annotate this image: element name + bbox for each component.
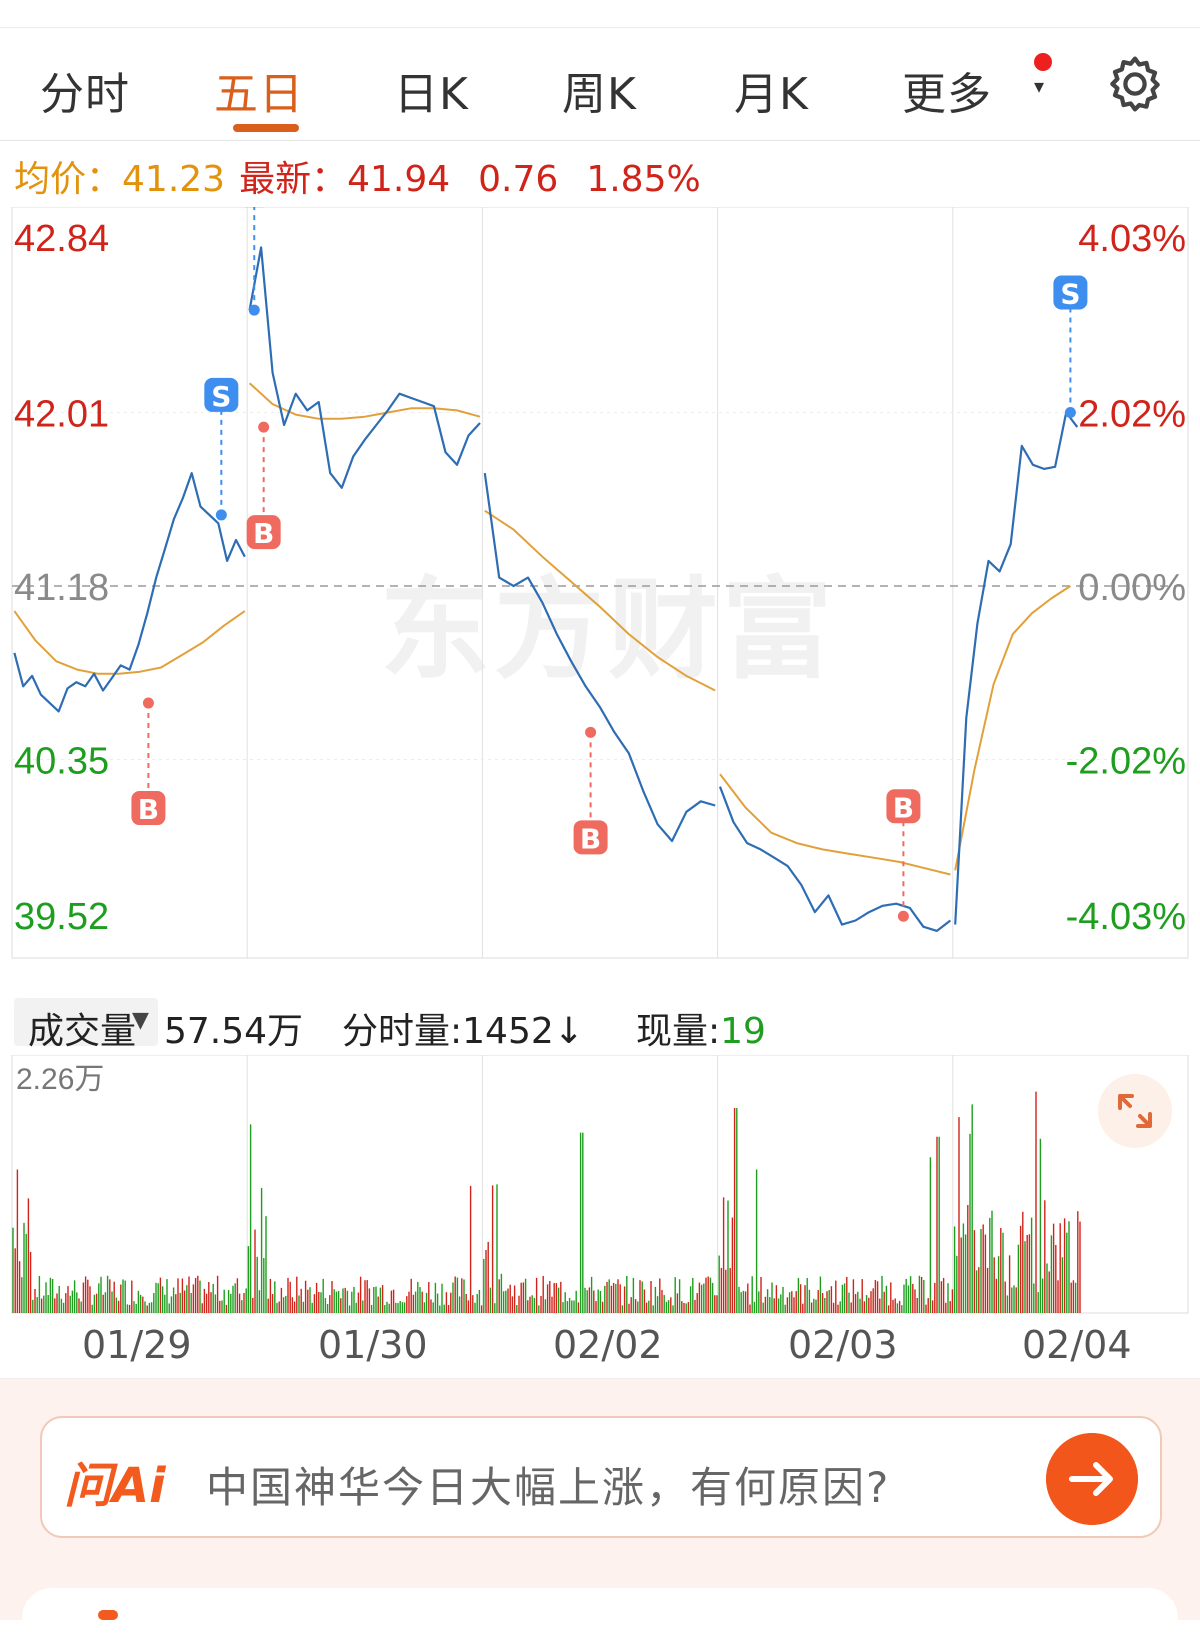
ask-ai-logo: 问Ai (64, 1446, 166, 1516)
tab-monthly-k[interactable]: 月K (734, 58, 809, 122)
price-line (955, 413, 1077, 925)
expand-chart-icon[interactable] (1098, 1074, 1172, 1148)
dropdown-caret-icon: ▼ (132, 1008, 149, 1033)
top-divider (0, 27, 1200, 28)
trade-marker-dot (585, 727, 596, 738)
tab-more[interactable]: 更多 (902, 58, 992, 122)
avg-price-line (485, 511, 715, 691)
avg-price-line (250, 383, 480, 419)
tab-intraday[interactable]: 分时 (40, 58, 130, 122)
trade-marker-dot (258, 422, 269, 433)
price-change: 0.76 (478, 159, 558, 200)
quote-summary: 均价：41.23 最新：41.94 0.76 1.85% (14, 150, 701, 202)
notification-dot (1034, 53, 1052, 71)
current-volume-value: 19 (720, 1011, 766, 1052)
avg-price-line (955, 586, 1070, 870)
date-label-0203: 02/03 (788, 1323, 898, 1367)
date-label-0204: 02/04 (1022, 1323, 1132, 1367)
avg-price-line (720, 774, 950, 874)
arrow-right-icon[interactable] (1046, 1433, 1138, 1525)
tab-weekly-k[interactable]: 周K (562, 58, 637, 122)
tab-five-day[interactable]: 五日 (214, 58, 304, 122)
y-right-tick: 2.02% (1078, 394, 1186, 436)
buy-marker-label: B (580, 822, 601, 855)
y-left-tick: 41.18 (14, 567, 109, 609)
date-label-0129: 01/29 (82, 1323, 192, 1367)
y-left-tick: 42.01 (14, 394, 109, 436)
active-tab-indicator (233, 124, 299, 132)
ask-ai-input[interactable]: 问Ai 中国神华今日大幅上涨，有何原因? (40, 1416, 1162, 1538)
latest-price-value: 41.94 (347, 159, 450, 200)
trade-marker-dot (216, 509, 227, 520)
trade-marker-dot (1065, 407, 1076, 418)
volume-chart[interactable]: 2.26万 (0, 1055, 1200, 1317)
buy-marker-label: B (893, 791, 914, 824)
trade-marker-dot (249, 305, 260, 316)
y-right-tick: 4.03% (1078, 218, 1186, 260)
avg-price-label: 均价： (14, 159, 122, 200)
tab-daily-k[interactable]: 日K (394, 58, 469, 122)
date-label-0130: 01/30 (318, 1323, 428, 1367)
chart-period-tabs: 分时 五日 日K 周K 月K 更多 (0, 40, 1200, 141)
y-left-tick: 42.84 (14, 218, 109, 260)
ask-ai-question: 中国神华今日大幅上涨，有何原因? (206, 1454, 890, 1515)
buy-marker-label: B (253, 517, 274, 550)
date-label-0202: 02/02 (553, 1323, 663, 1367)
y-right-tick: -2.02% (1066, 741, 1186, 783)
avg-price-line (14, 611, 244, 674)
volume-max-label: 2.26万 (16, 1063, 104, 1096)
volume-indicator-dropdown[interactable]: 成交量 ▼ (14, 998, 158, 1046)
more-dropdown-caret-icon: ▾ (1034, 74, 1044, 98)
y-left-tick: 39.52 (14, 896, 109, 938)
five-day-price-chart[interactable]: 42.84 4.03% 42.01 2.02% 41.18 0.00% 40.35 -2.02… (0, 207, 1200, 997)
trade-marker-dot (898, 911, 909, 922)
volume-indicator-label: 成交量 (28, 1002, 136, 1054)
period-volume: 分时量:1452↓ (342, 1002, 584, 1054)
sell-marker-label: S (211, 380, 231, 413)
next-card-peek (22, 1588, 1178, 1648)
trade-marker-dot (143, 698, 154, 709)
current-volume-label: 现量: (636, 1011, 720, 1052)
y-right-tick: 0.00% (1078, 567, 1186, 609)
price-change-percent: 1.85% (586, 159, 700, 200)
y-right-tick: -4.03% (1066, 896, 1186, 938)
y-left-tick: 40.35 (14, 741, 109, 783)
latest-price-label: 最新： (239, 159, 347, 200)
price-line (485, 473, 715, 841)
avg-price-value: 41.23 (122, 159, 225, 200)
sell-marker-label: S (1060, 278, 1080, 311)
price-line (250, 247, 480, 487)
total-volume: 57.54万 (164, 1002, 303, 1054)
buy-marker-label: B (138, 793, 159, 826)
settings-gear-icon[interactable] (1103, 52, 1167, 116)
volume-frame (12, 1055, 1188, 1313)
sell-marker-label: S (244, 207, 264, 208)
